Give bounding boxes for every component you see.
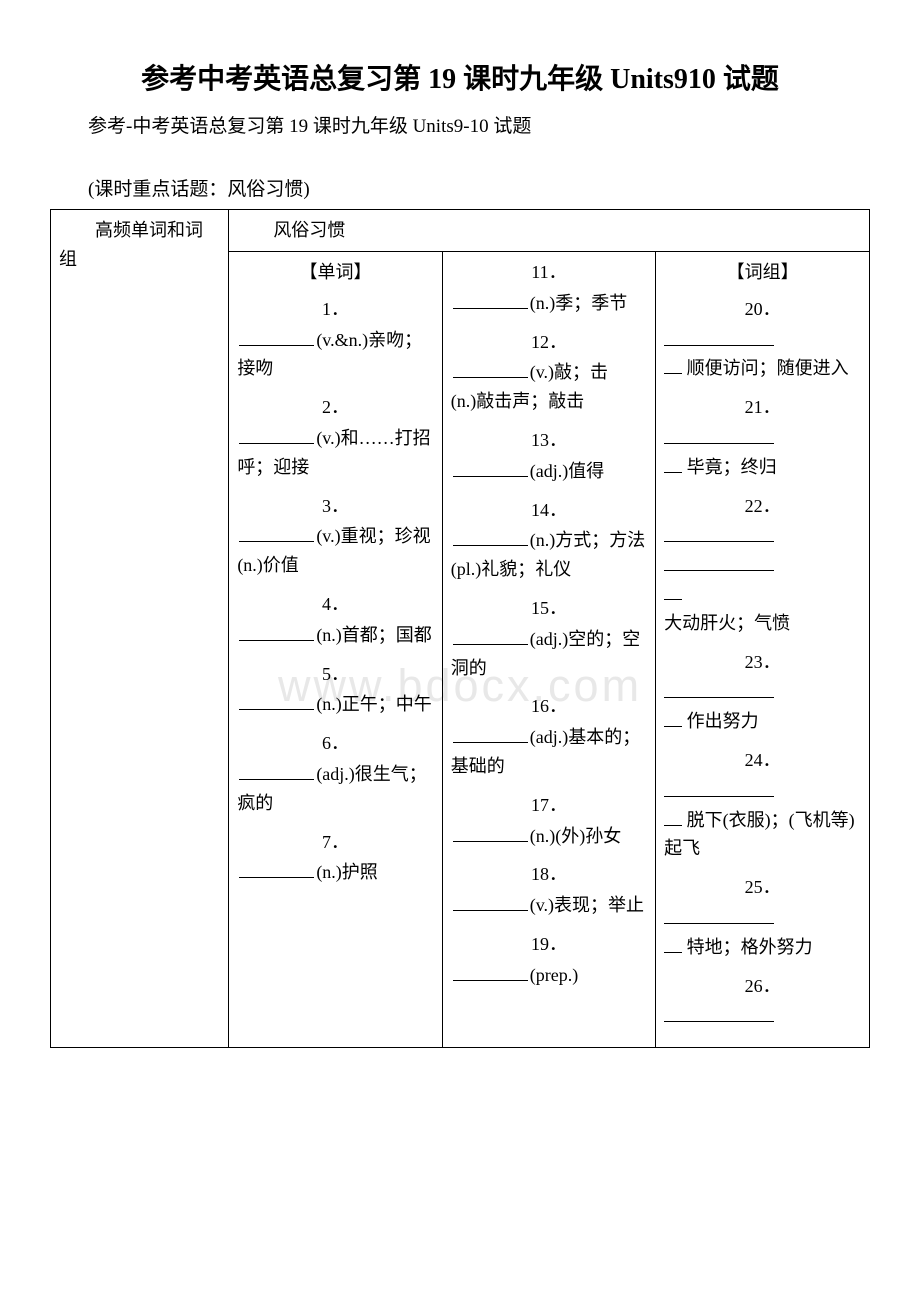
fill-blank bbox=[453, 822, 528, 842]
phrase-item: 24． 脱下(衣服)；(飞机等)起飞 bbox=[664, 746, 861, 863]
vocab-item: 19． (prep.) bbox=[451, 930, 647, 990]
fill-blank bbox=[239, 424, 314, 444]
column-3: 【词组】 20． 顺便访问；随便进入 21． 毕竟；终归 22． 大动肝火 bbox=[656, 251, 870, 1047]
fill-blank bbox=[453, 289, 528, 309]
fill-blank bbox=[664, 806, 682, 826]
vocab-item: 18． (v.)表现；举止 bbox=[451, 860, 647, 920]
fill-blank bbox=[239, 326, 314, 346]
vocab-item: 12． (v.)敲；击 (n.)敲击声；敲击 bbox=[451, 328, 647, 416]
fill-blank bbox=[453, 961, 528, 981]
phrase-item: 26． bbox=[664, 972, 861, 1032]
vocab-item: 13． (adj.)值得 bbox=[451, 426, 647, 486]
fill-blank bbox=[453, 457, 528, 477]
fill-blank bbox=[239, 760, 314, 780]
column-2: 11． (n.)季；季节 12． (v.)敲；击 (n.)敲击声；敲击 13． … bbox=[442, 251, 655, 1047]
fill-blank bbox=[239, 691, 314, 711]
vocab-item: 11． (n.)季；季节 bbox=[451, 258, 647, 318]
topic-cell: 风俗习惯 bbox=[229, 210, 870, 252]
topic-label: (课时重点话题：风俗习惯) bbox=[50, 174, 870, 201]
page-title: 参考中考英语总复习第 19 课时九年级 Units910 试题 bbox=[50, 60, 870, 99]
fill-blank bbox=[239, 621, 314, 641]
fill-blank bbox=[664, 679, 774, 699]
fill-blank bbox=[664, 904, 774, 924]
vocab-item: 3． (v.)重视；珍视(n.)价值 bbox=[237, 492, 433, 580]
vocab-item: 15． (adj.)空的；空洞的 bbox=[451, 594, 647, 682]
row-header-cell: 高频单词和词组 bbox=[51, 210, 229, 1048]
phrase-item: 20． 顺便访问；随便进入 bbox=[664, 295, 861, 383]
col3-heading: 【词组】 bbox=[664, 258, 861, 287]
vocab-item: 5． (n.)正午；中午 bbox=[237, 660, 433, 720]
fill-blank bbox=[453, 527, 528, 547]
fill-blank bbox=[239, 523, 314, 543]
vocab-item: 16． (adj.)基本的；基础的 bbox=[451, 692, 647, 780]
fill-blank bbox=[453, 359, 528, 379]
phrase-item: 23． 作出努力 bbox=[664, 648, 861, 736]
vocab-item: 1． (v.&n.)亲吻；接吻 bbox=[237, 295, 433, 383]
phrase-item: 25． 特地；格外努力 bbox=[664, 873, 861, 961]
fill-blank bbox=[664, 777, 774, 797]
column-1: 【单词】 1． (v.&n.)亲吻；接吻 2． (v.)和……打招呼；迎接 3．… bbox=[229, 251, 442, 1047]
phrase-item: 22． 大动肝火；气愤 bbox=[664, 492, 861, 638]
fill-blank bbox=[664, 355, 682, 375]
vocab-item: 6． (adj.)很生气；疯的 bbox=[237, 729, 433, 817]
subtitle: 参考-中考英语总复习第 19 课时九年级 Units9-10 试题 bbox=[50, 111, 870, 138]
vocab-item: 17． (n.)(外)孙女 bbox=[451, 791, 647, 851]
vocab-item: 2． (v.)和……打招呼；迎接 bbox=[237, 393, 433, 481]
vocab-table: 高频单词和词组 风俗习惯 【单词】 1． (v.&n.)亲吻；接吻 2． (v.… bbox=[50, 209, 870, 1048]
fill-blank bbox=[453, 625, 528, 645]
col1-heading: 【单词】 bbox=[237, 258, 433, 287]
fill-blank bbox=[664, 523, 774, 543]
fill-blank bbox=[664, 453, 682, 473]
phrase-item: 21． 毕竟；终归 bbox=[664, 393, 861, 481]
fill-blank bbox=[664, 580, 682, 600]
fill-blank bbox=[664, 933, 682, 953]
vocab-item: 4． (n.)首都；国都 bbox=[237, 590, 433, 650]
fill-blank bbox=[239, 859, 314, 879]
fill-blank bbox=[664, 424, 774, 444]
fill-blank bbox=[453, 891, 528, 911]
fill-blank bbox=[664, 551, 774, 571]
fill-blank bbox=[453, 723, 528, 743]
fill-blank bbox=[664, 707, 682, 727]
vocab-item: 14． (n.)方式；方法 (pl.)礼貌；礼仪 bbox=[451, 496, 647, 584]
fill-blank bbox=[664, 326, 774, 346]
vocab-item: 7． (n.)护照 bbox=[237, 828, 433, 888]
fill-blank bbox=[664, 1003, 774, 1023]
